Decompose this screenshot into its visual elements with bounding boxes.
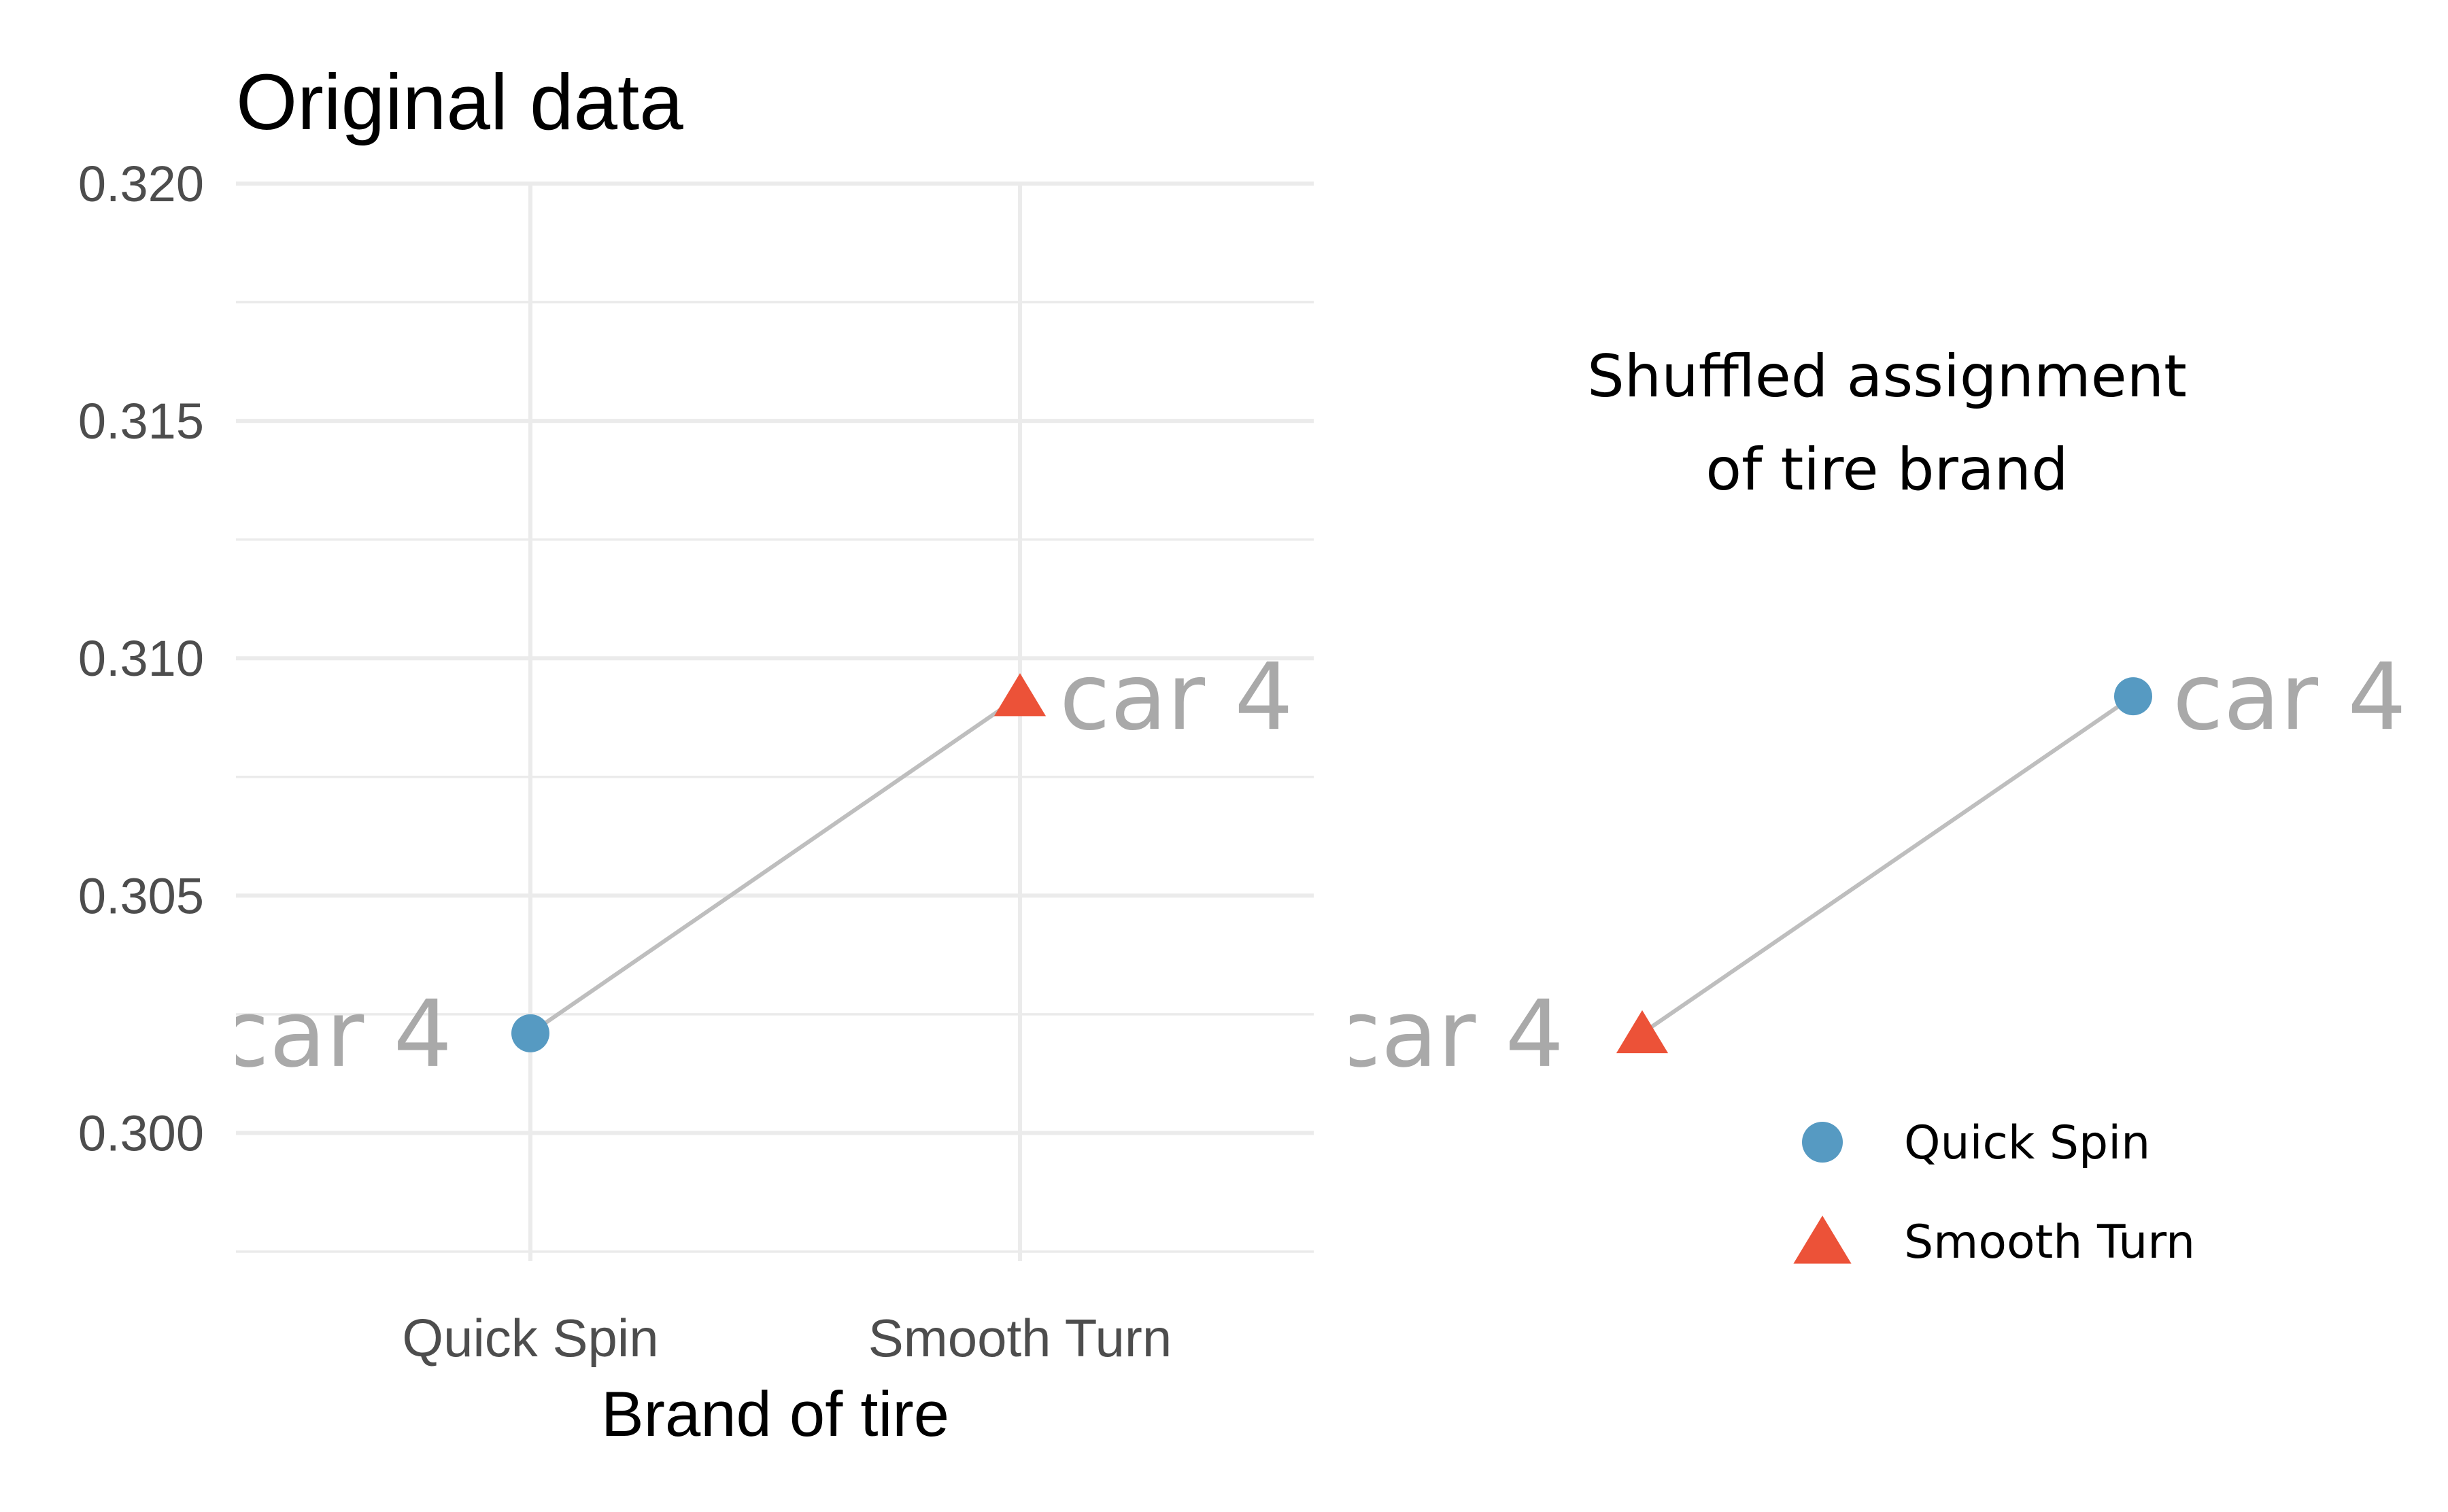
car-label: car 4 bbox=[2173, 644, 2407, 751]
triangle-icon bbox=[1793, 1216, 1852, 1264]
shuffled-title-line-2: of tire brand bbox=[1705, 436, 2068, 504]
legend: Quick Spin Smooth Turn bbox=[1793, 1116, 2195, 1269]
car-label: car 4 bbox=[218, 981, 452, 1088]
y-tick-label: 0.315 bbox=[78, 393, 204, 449]
car-connector-line bbox=[1641, 694, 2135, 1035]
x-tick-label: Quick Spin bbox=[402, 1308, 658, 1368]
shuffled-panel: Shuffled assignment of tire brand car 4c… bbox=[1330, 343, 2407, 1269]
x-axis-label: Brand of tire bbox=[601, 1378, 949, 1449]
original-data-panel: Original data 0.3000.3050.3100.3150.320 … bbox=[78, 58, 1314, 1449]
y-tick-label: 0.320 bbox=[78, 156, 204, 212]
legend-label: Quick Spin bbox=[1904, 1116, 2150, 1170]
original-data-title: Original data bbox=[236, 58, 683, 146]
y-tick-label: 0.305 bbox=[78, 867, 204, 924]
legend-label: Smooth Turn bbox=[1904, 1216, 2195, 1269]
circle-icon bbox=[1802, 1122, 1843, 1163]
car-label: car 4 bbox=[1330, 981, 1564, 1088]
quick-spin-point bbox=[2114, 677, 2152, 716]
x-axis-ticks: Quick Spin Smooth Turn bbox=[402, 1308, 1172, 1368]
smooth-turn-point bbox=[1616, 1010, 1669, 1054]
y-tick-label: 0.310 bbox=[78, 630, 204, 687]
gridlines bbox=[236, 182, 1314, 1261]
car-connector-line bbox=[529, 694, 1021, 1035]
car-label: car 4 bbox=[1059, 644, 1293, 751]
y-axis-ticks: 0.300 0.305 0.310 0.315 0.320 bbox=[78, 156, 204, 1161]
y-tick-label: 0.300 bbox=[78, 1105, 204, 1161]
smooth-turn-point bbox=[993, 673, 1047, 717]
x-tick-label: Smooth Turn bbox=[868, 1308, 1172, 1368]
shuffled-title-line-1: Shuffled assignment bbox=[1587, 343, 2187, 411]
original-data-marks: car 4 car 4 bbox=[218, 644, 1293, 1088]
shuffled-marks: car 4 car 4 bbox=[1330, 644, 2407, 1088]
quick-spin-point bbox=[511, 1014, 549, 1052]
